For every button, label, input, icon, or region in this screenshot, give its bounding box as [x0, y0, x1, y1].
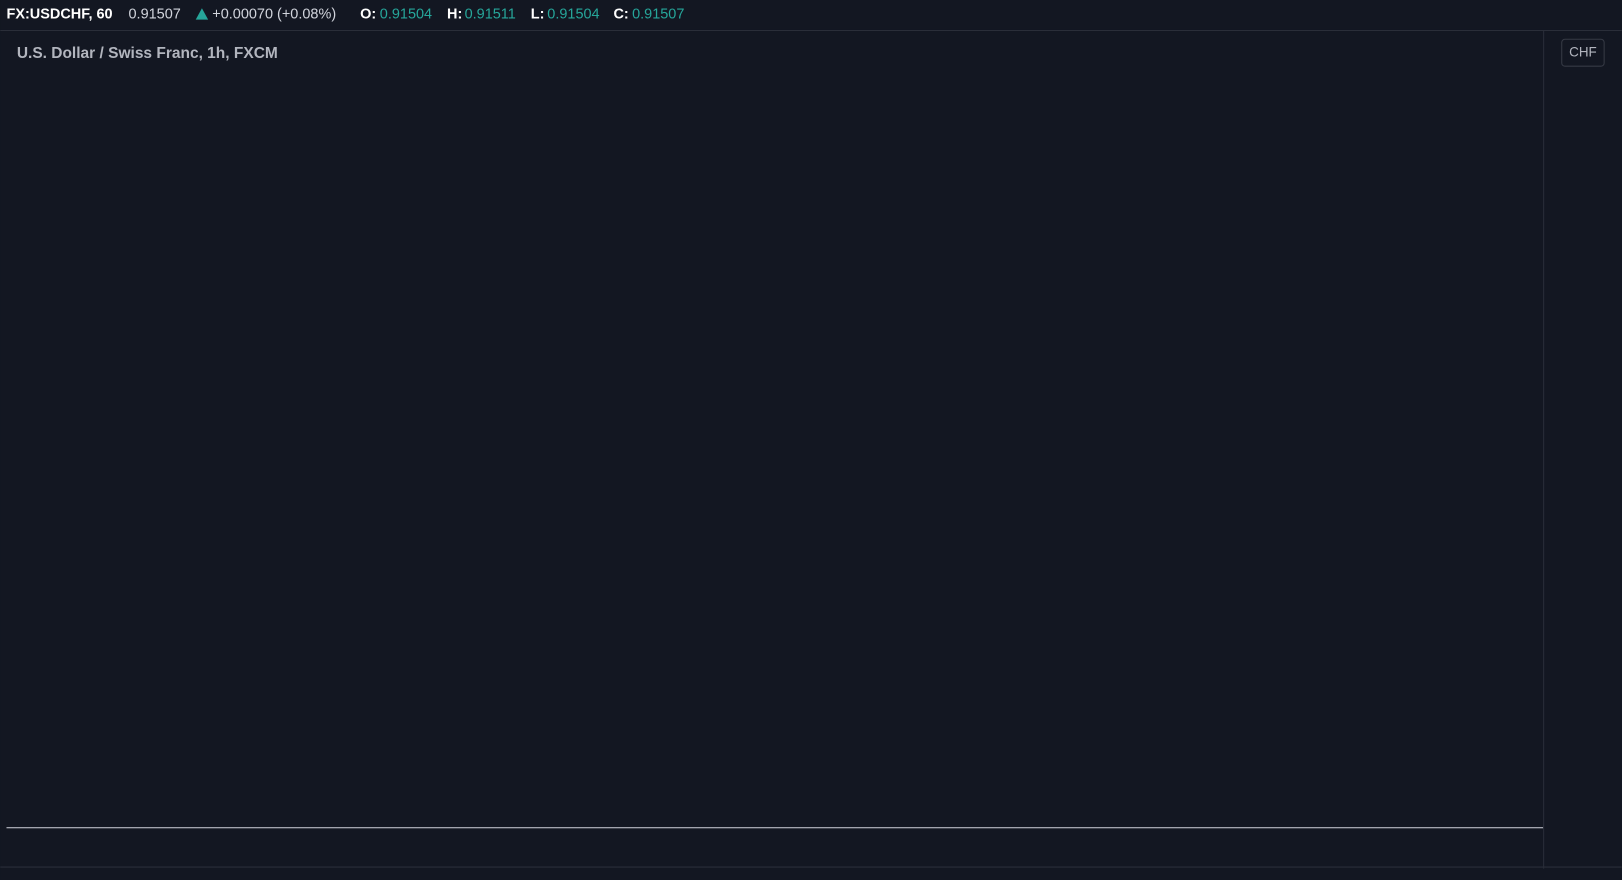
- low-label: L:: [531, 6, 545, 22]
- header-bar: [0, 0, 1622, 30]
- currency[interactable]: CHF: [1569, 44, 1597, 59]
- symbol: FX:USDCHF, 60: [6, 6, 112, 22]
- last: 0.91507: [129, 6, 181, 22]
- currency-button[interactable]: [1561, 38, 1605, 67]
- close-label: C:: [613, 6, 628, 22]
- change: +0.00070 (+0.08%): [212, 6, 336, 22]
- high-label: H:: [447, 6, 462, 22]
- chart-title: U.S. Dollar / Swiss Franc, 1h, FXCM: [17, 45, 278, 62]
- low: 0.91504: [547, 6, 599, 22]
- open-label: O:: [360, 6, 376, 22]
- open: 0.91504: [380, 6, 432, 22]
- close: 0.91507: [632, 6, 684, 22]
- up-arrow: [195, 8, 209, 20]
- high: 0.91511: [465, 6, 516, 22]
